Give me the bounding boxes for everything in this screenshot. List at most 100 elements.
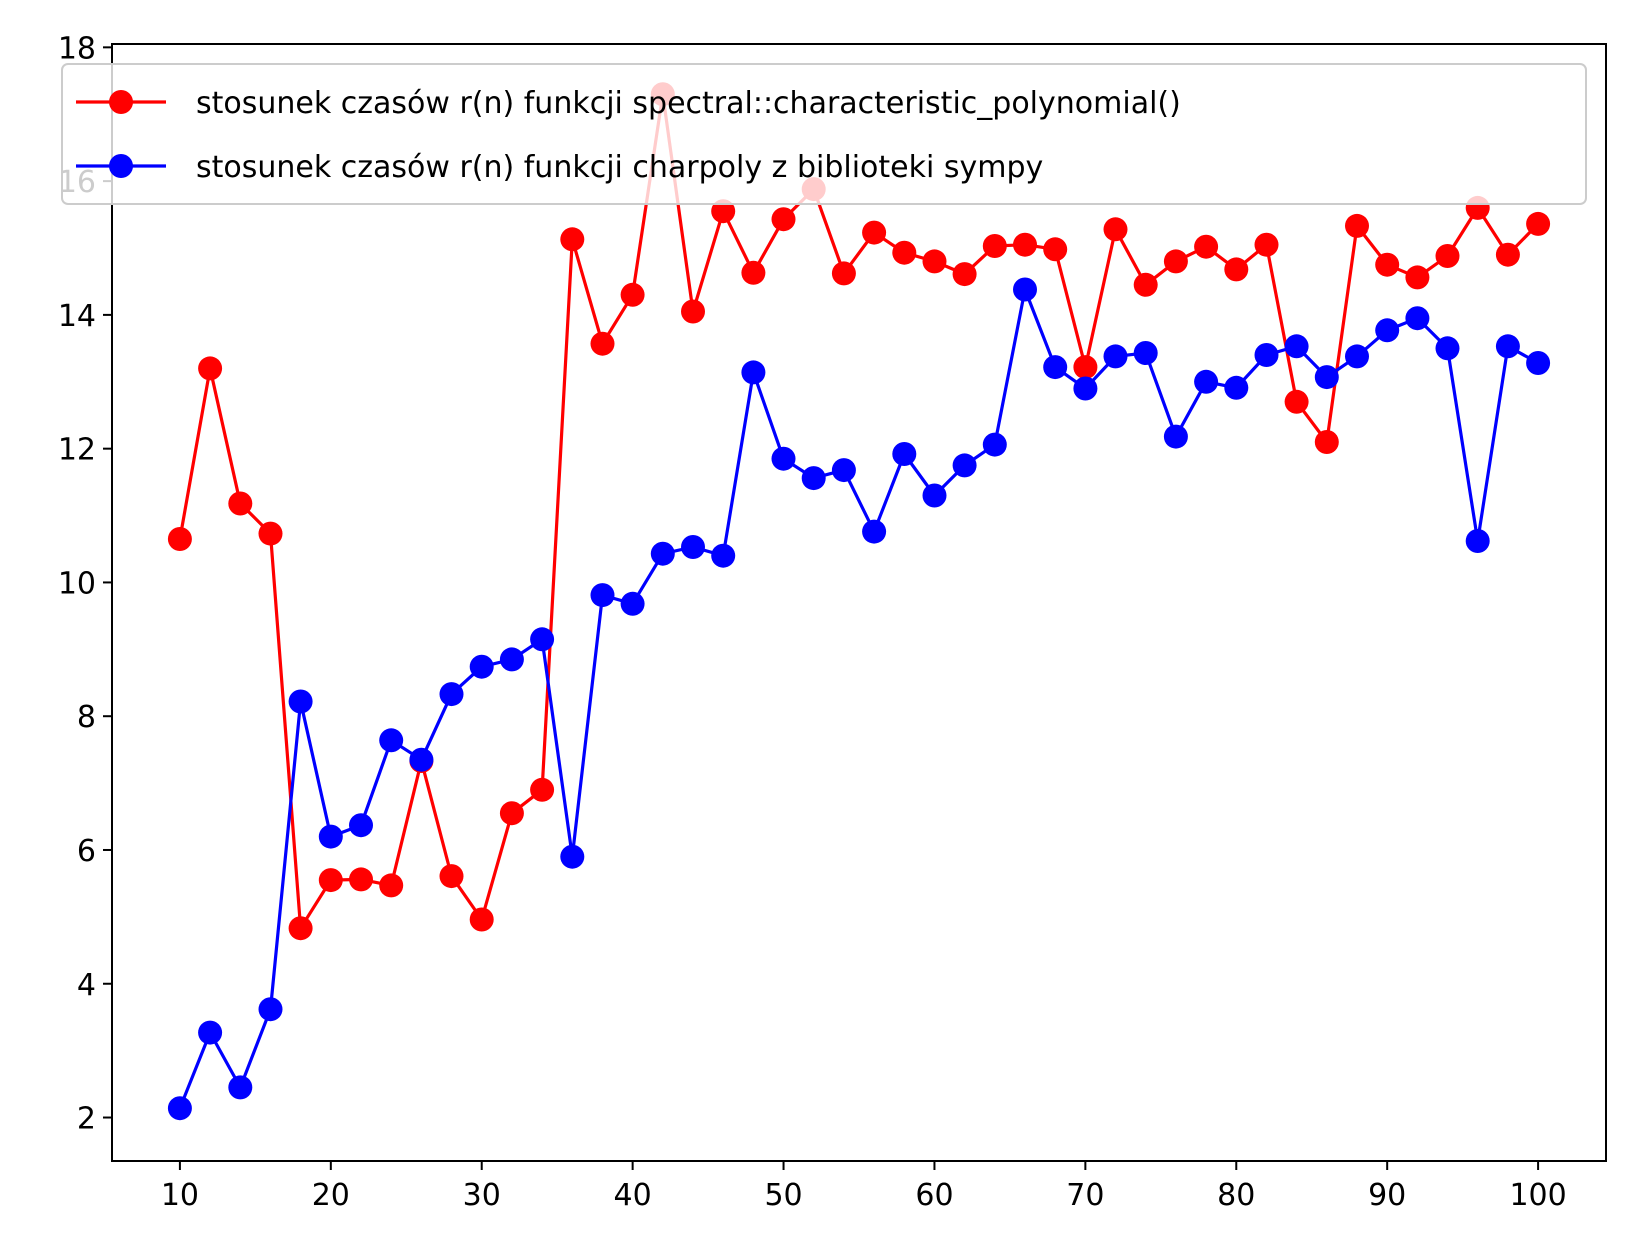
data-point: [1314, 365, 1339, 390]
data-point: [379, 728, 404, 753]
x-tick-label: 70: [1066, 1178, 1104, 1213]
data-point: [801, 466, 826, 491]
data-point: [1224, 375, 1249, 400]
data-point: [982, 234, 1007, 258]
data-point: [1103, 344, 1128, 369]
data-point: [771, 207, 796, 232]
data-point: [1224, 257, 1249, 282]
data-point: [1133, 341, 1158, 365]
data-point: [1435, 336, 1460, 361]
data-point: [1375, 252, 1400, 277]
data-point: [1163, 424, 1188, 449]
x-tick-label: 30: [463, 1178, 501, 1213]
data-point: [530, 777, 555, 802]
y-tick-label: 6: [77, 834, 96, 869]
data-point: [892, 240, 917, 265]
legend-label: stosunek czasów r(n) funkcji spectral::c…: [196, 86, 1181, 121]
data-point: [1163, 249, 1188, 274]
data-point: [379, 873, 404, 898]
data-point: [1405, 265, 1430, 290]
data-point: [198, 1020, 223, 1045]
x-tick-label: 90: [1368, 1178, 1406, 1213]
data-point: [620, 282, 645, 307]
data-point: [620, 591, 645, 616]
y-tick-label: 14: [58, 299, 96, 334]
data-point: [439, 864, 464, 889]
data-point: [228, 1075, 253, 1100]
data-point: [198, 356, 223, 381]
data-point: [258, 997, 283, 1022]
x-tick-label: 10: [161, 1178, 199, 1213]
x-tick-label: 40: [614, 1178, 652, 1213]
y-tick-label: 18: [58, 31, 96, 66]
x-tick-label: 20: [312, 1178, 350, 1213]
x-tick-label: 50: [764, 1178, 802, 1213]
data-point: [1043, 355, 1068, 380]
data-point: [1405, 306, 1430, 331]
data-point: [590, 583, 615, 608]
data-point: [892, 442, 917, 466]
data-point: [1345, 213, 1369, 238]
data-point: [1013, 232, 1037, 257]
y-tick-label: 12: [58, 433, 96, 468]
data-point: [1013, 277, 1037, 302]
data-point: [1526, 351, 1551, 375]
series-0: [167, 82, 1551, 941]
x-tick-label: 60: [915, 1178, 953, 1213]
data-point: [1495, 334, 1520, 359]
data-point: [530, 627, 555, 652]
legend: stosunek czasów r(n) funkcji spectral::c…: [61, 63, 1587, 205]
x-tick-label: 100: [1509, 1178, 1566, 1213]
data-point: [1284, 389, 1309, 414]
x-tick-label: 80: [1217, 1178, 1255, 1213]
legend-box: [61, 63, 1587, 205]
data-point: [711, 199, 736, 224]
data-point: [1073, 355, 1098, 380]
data-point: [439, 682, 464, 707]
data-point: [167, 527, 192, 551]
data-point: [1375, 318, 1400, 343]
data-point: [982, 432, 1007, 457]
data-point: [1495, 242, 1520, 267]
y-tick-label: 2: [77, 1102, 96, 1137]
data-point: [741, 260, 766, 285]
data-point: [560, 227, 585, 252]
data-point: [469, 654, 494, 679]
data-point: [1435, 244, 1460, 268]
series-line-1: [178, 287, 1539, 1109]
data-point: [349, 867, 373, 892]
data-point: [922, 483, 947, 508]
data-point: [499, 801, 524, 826]
data-point: [590, 331, 615, 356]
data-point: [228, 491, 253, 516]
data-point: [1314, 430, 1339, 454]
data-point: [1465, 529, 1490, 553]
y-tick-label: 4: [77, 968, 96, 1003]
legend-marker: [109, 90, 133, 114]
data-point: [318, 824, 343, 849]
data-point: [1194, 234, 1219, 259]
legend-marker: [109, 154, 133, 178]
data-point: [349, 813, 373, 838]
series-layer: [167, 82, 1551, 1121]
y-tick-label: 8: [77, 700, 96, 735]
legend-item-1: stosunek czasów r(n) funkcji charpoly z …: [76, 150, 1043, 185]
data-point: [862, 220, 887, 245]
data-point: [469, 907, 494, 932]
data-point: [862, 519, 887, 544]
data-point: [741, 360, 766, 385]
x-axis: 10 20 30 40 50 60 70 80 90 100: [161, 1161, 1567, 1213]
legend-label: stosunek czasów r(n) funkcji charpoly z …: [196, 150, 1043, 185]
data-point: [1526, 211, 1551, 236]
data-point: [771, 446, 796, 471]
data-point: [1254, 343, 1279, 367]
data-point: [922, 249, 947, 274]
data-point: [831, 458, 856, 483]
y-tick-label: 10: [58, 566, 96, 601]
data-point: [831, 261, 856, 286]
data-point: [1194, 369, 1219, 394]
series-line-0: [178, 92, 1540, 930]
plot-frame: [111, 43, 1607, 1162]
